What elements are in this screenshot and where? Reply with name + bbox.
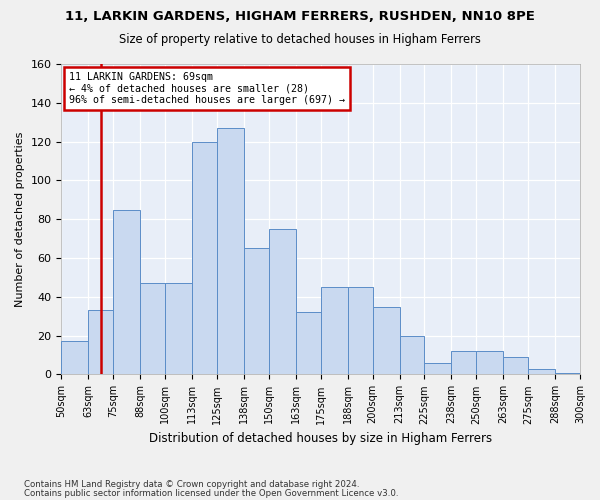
Text: Size of property relative to detached houses in Higham Ferrers: Size of property relative to detached ho… xyxy=(119,32,481,46)
Bar xyxy=(451,351,476,374)
Bar xyxy=(296,312,321,374)
Bar xyxy=(244,248,269,374)
Bar xyxy=(217,128,244,374)
Y-axis label: Number of detached properties: Number of detached properties xyxy=(15,132,25,307)
Bar xyxy=(373,306,400,374)
Text: 11, LARKIN GARDENS, HIGHAM FERRERS, RUSHDEN, NN10 8PE: 11, LARKIN GARDENS, HIGHAM FERRERS, RUSH… xyxy=(65,10,535,23)
Bar xyxy=(555,372,580,374)
Bar xyxy=(528,368,555,374)
Bar xyxy=(424,363,451,374)
Bar xyxy=(88,310,113,374)
Bar xyxy=(192,142,217,374)
Bar xyxy=(165,284,192,374)
Bar xyxy=(476,351,503,374)
Bar xyxy=(321,287,347,374)
Bar xyxy=(347,287,373,374)
Bar xyxy=(400,336,424,374)
X-axis label: Distribution of detached houses by size in Higham Ferrers: Distribution of detached houses by size … xyxy=(149,432,492,445)
Text: Contains public sector information licensed under the Open Government Licence v3: Contains public sector information licen… xyxy=(24,490,398,498)
Text: 11 LARKIN GARDENS: 69sqm
← 4% of detached houses are smaller (28)
96% of semi-de: 11 LARKIN GARDENS: 69sqm ← 4% of detache… xyxy=(69,72,345,105)
Bar xyxy=(140,284,165,374)
Bar xyxy=(61,342,88,374)
Text: Contains HM Land Registry data © Crown copyright and database right 2024.: Contains HM Land Registry data © Crown c… xyxy=(24,480,359,489)
Bar xyxy=(269,229,296,374)
Bar xyxy=(503,357,528,374)
Bar xyxy=(113,210,140,374)
